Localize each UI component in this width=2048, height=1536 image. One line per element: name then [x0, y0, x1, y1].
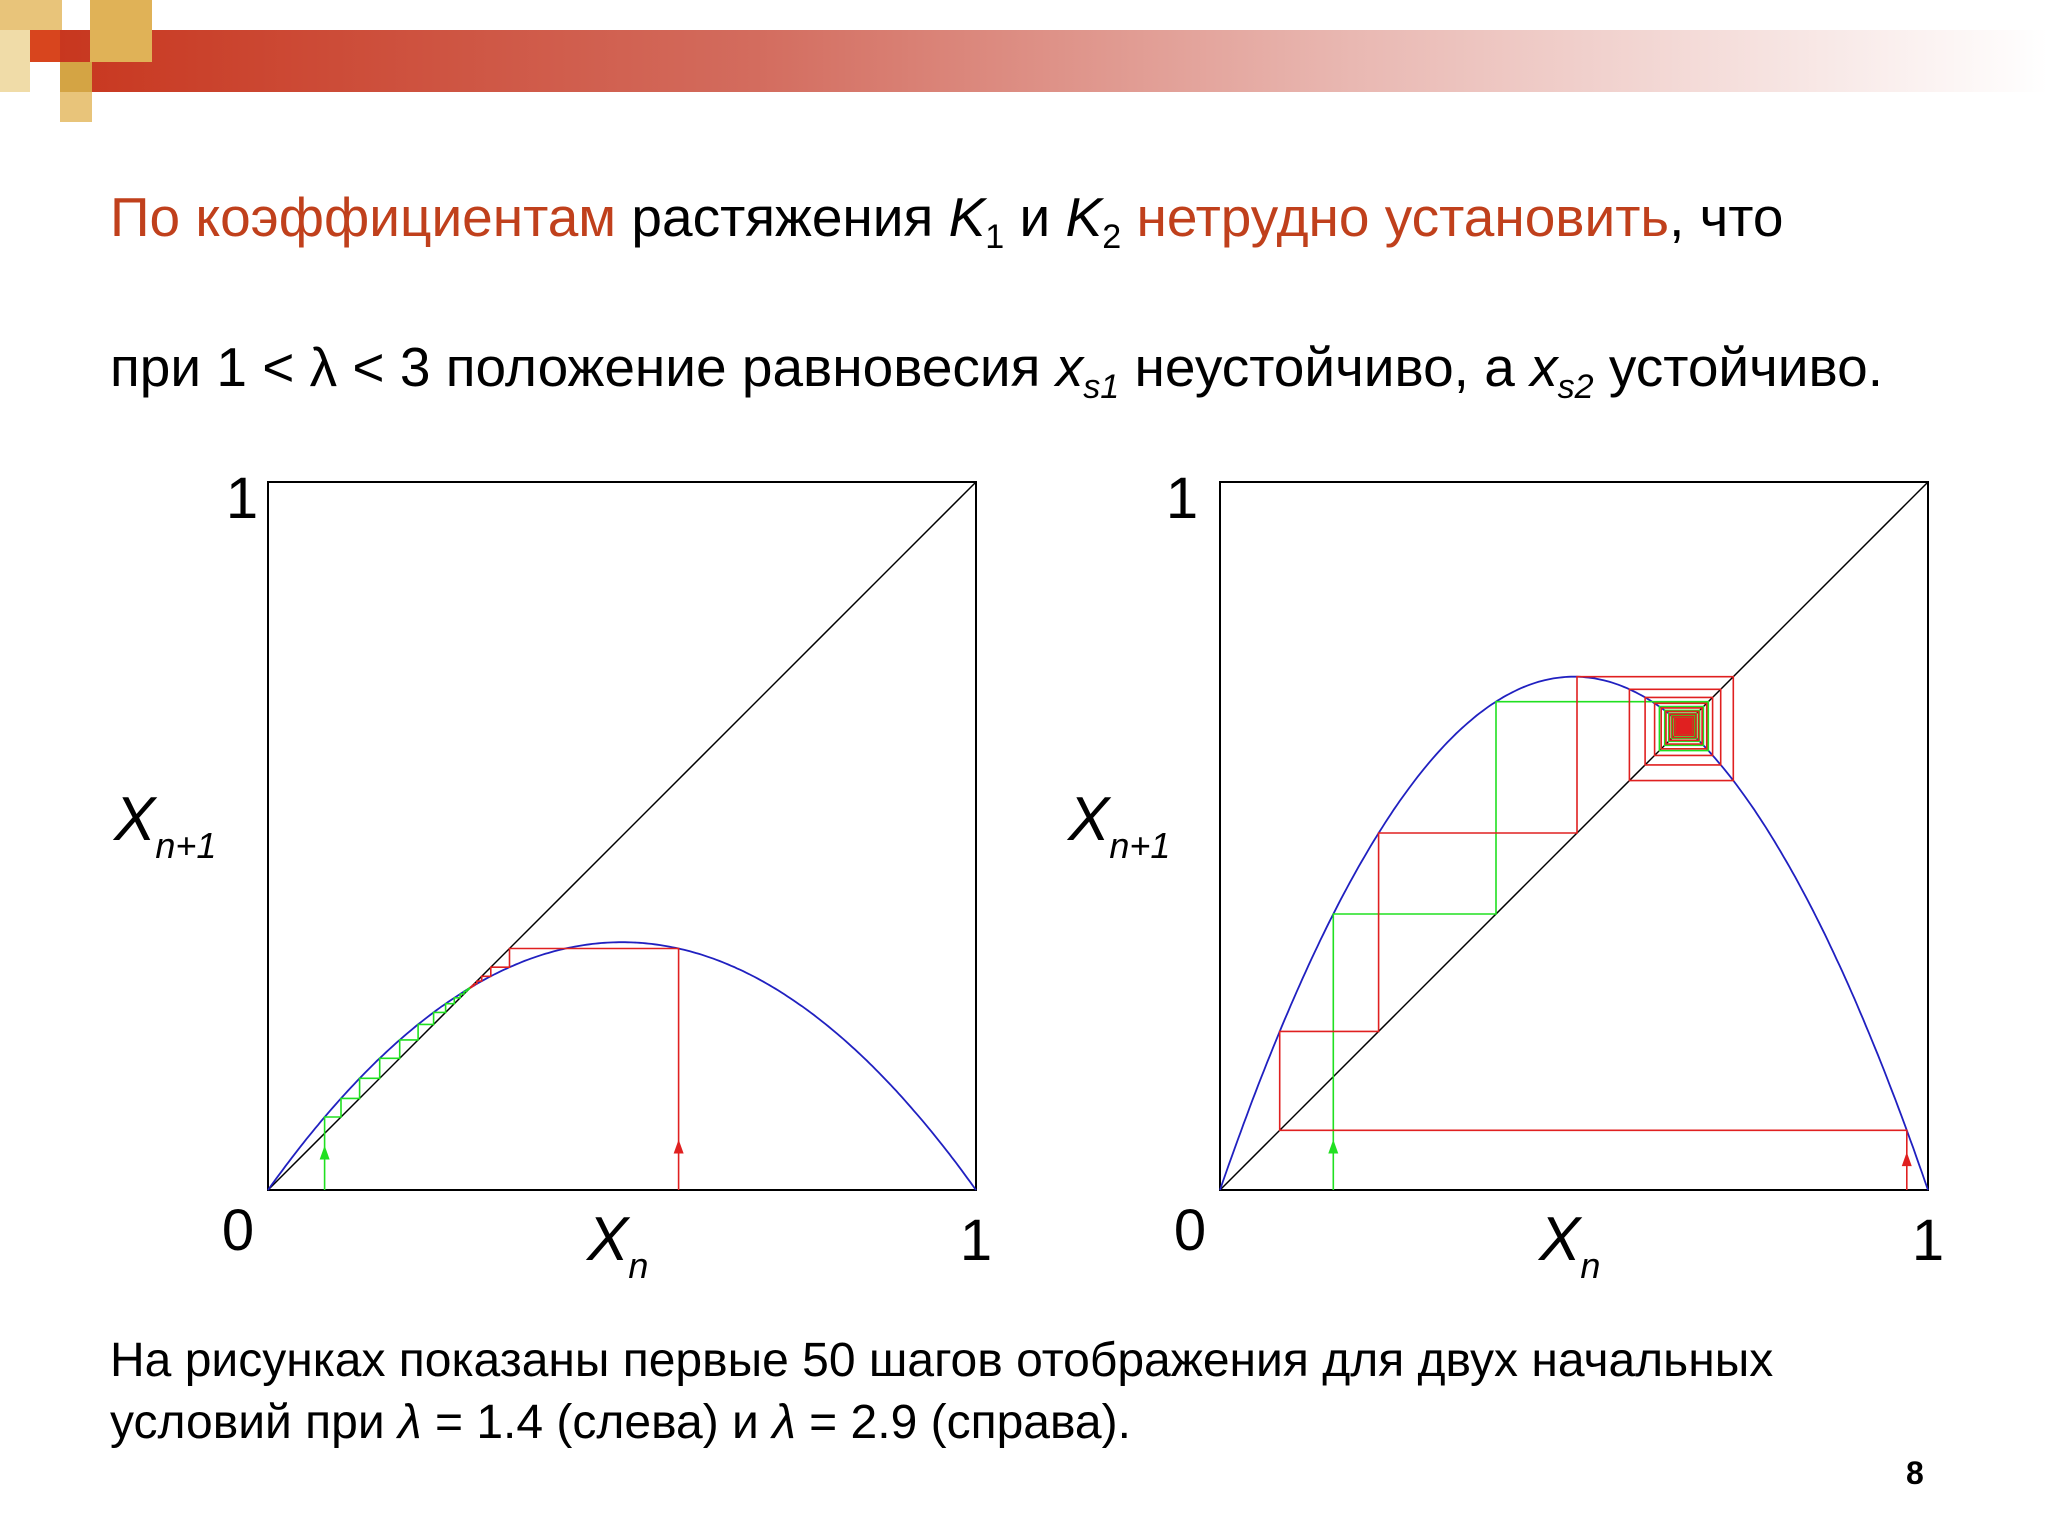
header-square-decor	[30, 30, 60, 62]
y-axis-top-label: 1	[226, 466, 258, 531]
orbit-start-arrow	[673, 1139, 684, 1154]
diagonal-line	[1219, 481, 1929, 1191]
diagonal-line	[267, 481, 977, 1191]
orbit-green	[1328, 700, 1710, 1190]
header-square-decor	[60, 62, 92, 92]
page-number: 8	[1906, 1455, 1924, 1491]
x-axis-label: Xn	[1537, 1205, 1600, 1286]
heading-line-1: По коэффициентам растяжения K1 и K2 нетр…	[110, 186, 1784, 256]
header-square-decor	[0, 0, 62, 30]
header-square-decor	[90, 0, 152, 30]
orbit-path	[1278, 675, 1908, 1190]
map-curve	[267, 941, 977, 1191]
plot-frame	[1219, 481, 1929, 1191]
cobweb-diagram-right: 1 0 1 Xn+1 Xn	[1066, 466, 1944, 1286]
x-axis-label: Xn	[585, 1205, 648, 1286]
x-axis-right-label: 1	[1912, 1208, 1944, 1273]
header-square-decor	[90, 30, 152, 62]
orbit-red	[1278, 675, 1912, 1190]
x-axis-origin-label: 0	[1174, 1198, 1206, 1263]
figure-caption: На рисунках показаны первые 50 шагов ото…	[110, 1334, 1774, 1449]
orbit-path	[469, 947, 680, 1190]
cobweb-diagram-left: 1 0 1 Xn+1 Xn	[112, 466, 992, 1286]
header-square-decor	[0, 30, 30, 92]
heading-line-2: при 1 < λ < 3 положение равновесия xs1 н…	[110, 336, 1884, 406]
heading-accent-text: нетрудно установить	[1121, 186, 1670, 248]
y-axis-label: Xn+1	[1066, 785, 1170, 866]
x-axis-right-label: 1	[960, 1208, 992, 1273]
y-axis-top-label: 1	[1166, 466, 1198, 531]
orbit-start-arrow	[1328, 1139, 1339, 1154]
orbit-start-arrow	[319, 1145, 330, 1160]
orbit-red	[469, 947, 684, 1190]
orbit-path	[323, 986, 472, 1190]
header-band	[60, 30, 2048, 92]
x-axis-origin-label: 0	[222, 1198, 254, 1263]
map-curve	[1219, 675, 1929, 1191]
y-axis-label: Xn+1	[112, 785, 216, 866]
orbit-path	[1332, 700, 1710, 1190]
plot-frame	[267, 481, 977, 1191]
header-square-decor	[60, 92, 92, 122]
orbit-green	[319, 986, 472, 1190]
heading-accent-text: По коэффициентам	[110, 186, 617, 248]
orbit-start-arrow	[1901, 1152, 1912, 1167]
